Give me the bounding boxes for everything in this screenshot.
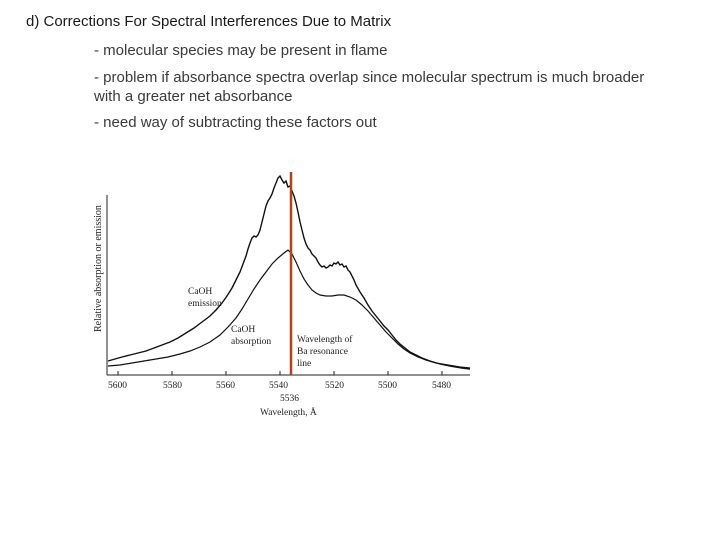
x-tick-label: 5600 xyxy=(108,381,127,391)
x-tick-label: 5500 xyxy=(378,381,397,391)
x-tick-label: 5540 xyxy=(269,381,288,391)
bullet-molecular-species: - molecular species may be present in fl… xyxy=(94,42,388,59)
emission-label-line1: CaOH xyxy=(188,287,212,297)
caoh-absorption-curve xyxy=(107,249,471,369)
wavelength-label-line2: Ba resonance xyxy=(297,347,348,357)
x-tick-label: 5480 xyxy=(432,381,451,391)
bullet-subtracting-factors: - need way of subtracting these factors … xyxy=(94,114,377,131)
emission-label-line2: emission xyxy=(188,299,222,309)
caoh-emission-curve xyxy=(107,174,471,370)
y-axis-label: Relative absorption or emission xyxy=(93,205,104,332)
bullet-spectra-overlap: - problem if absorbance spectra overlap … xyxy=(94,69,645,105)
x-tick-label: 5520 xyxy=(325,381,344,391)
wavelength-label-line3: line xyxy=(297,359,311,369)
absorption-label-line1: CaOH xyxy=(231,325,255,335)
x-tick-label: 5580 xyxy=(163,381,182,391)
slide-heading: d) Corrections For Spectral Interference… xyxy=(26,13,392,30)
x-tick-label: 5560 xyxy=(216,381,235,391)
marker-tick-label: 5536 xyxy=(280,394,299,404)
wavelength-label-line1: Wavelength of xyxy=(297,334,353,345)
x-tick-marks xyxy=(117,371,443,375)
absorption-label-line2: absorption xyxy=(231,337,271,347)
x-axis-label: Wavelength, Å xyxy=(260,406,317,418)
